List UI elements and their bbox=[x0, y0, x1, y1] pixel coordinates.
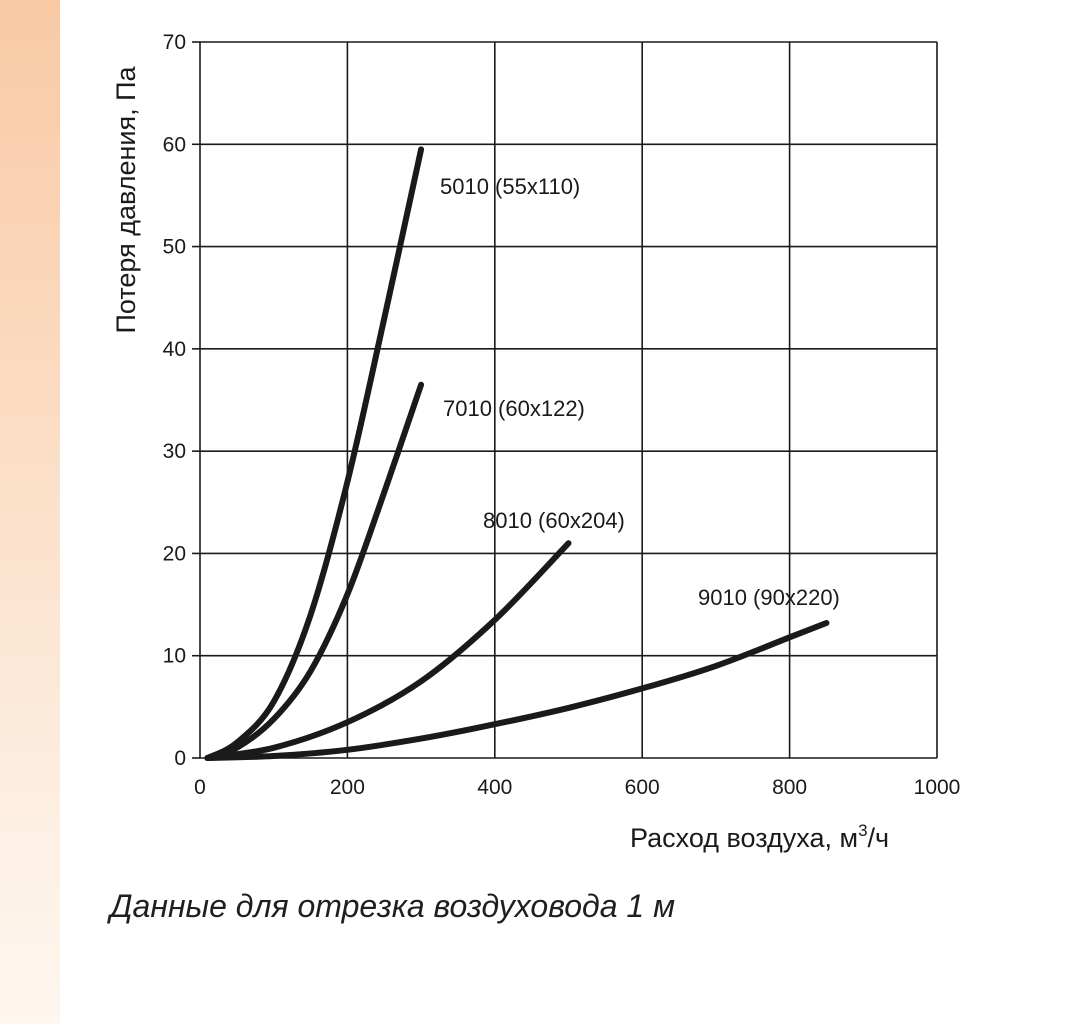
x-tick-label: 600 bbox=[625, 776, 660, 799]
x-tick-label: 400 bbox=[477, 776, 512, 799]
y-tick-label: 50 bbox=[163, 236, 186, 259]
series-line bbox=[204, 146, 425, 761]
series-labels: 5010 (55x110) 7010 (60x122) 8010 (60x204) 9… bbox=[440, 174, 840, 610]
y-tick-label: 20 bbox=[163, 542, 186, 565]
series-lines bbox=[204, 146, 830, 761]
series-line bbox=[204, 381, 425, 761]
x-tick-label: 800 bbox=[772, 776, 807, 799]
series-label: 9010 (90x220) bbox=[698, 585, 840, 610]
series-line bbox=[204, 620, 830, 761]
y-tick-label: 10 bbox=[163, 645, 186, 668]
x-axis-title: Расход воздуха, м3/ч bbox=[630, 821, 889, 853]
y-axis-title: Потеря давления, Па bbox=[111, 65, 141, 333]
y-tick-label: 30 bbox=[163, 440, 186, 463]
x-tick-label: 200 bbox=[330, 776, 365, 799]
x-tick-label: 1000 bbox=[914, 776, 961, 799]
chart-caption: Данные для отрезка воздуховода 1 м bbox=[110, 888, 676, 924]
grid bbox=[192, 41, 938, 759]
y-tick-label: 40 bbox=[163, 338, 186, 361]
x-tick-label: 0 bbox=[194, 776, 206, 799]
series-label: 8010 (60x204) bbox=[483, 508, 625, 533]
tick-labels: 0 200 400 600 800 1000 0 10 20 30 40 50 60 70 bbox=[163, 31, 961, 799]
y-tick-label: 0 bbox=[174, 747, 186, 770]
series-line bbox=[204, 540, 572, 761]
series-label: 5010 (55x110) bbox=[440, 174, 580, 199]
pressure-loss-chart: 0 200 400 600 800 1000 0 10 20 30 40 50 60 70 5010 (5… bbox=[111, 31, 961, 853]
side-decor-strip bbox=[0, 0, 60, 1024]
y-tick-label: 70 bbox=[163, 31, 186, 54]
series-label: 7010 (60x122) bbox=[443, 396, 585, 421]
y-tick-label: 60 bbox=[163, 133, 186, 156]
